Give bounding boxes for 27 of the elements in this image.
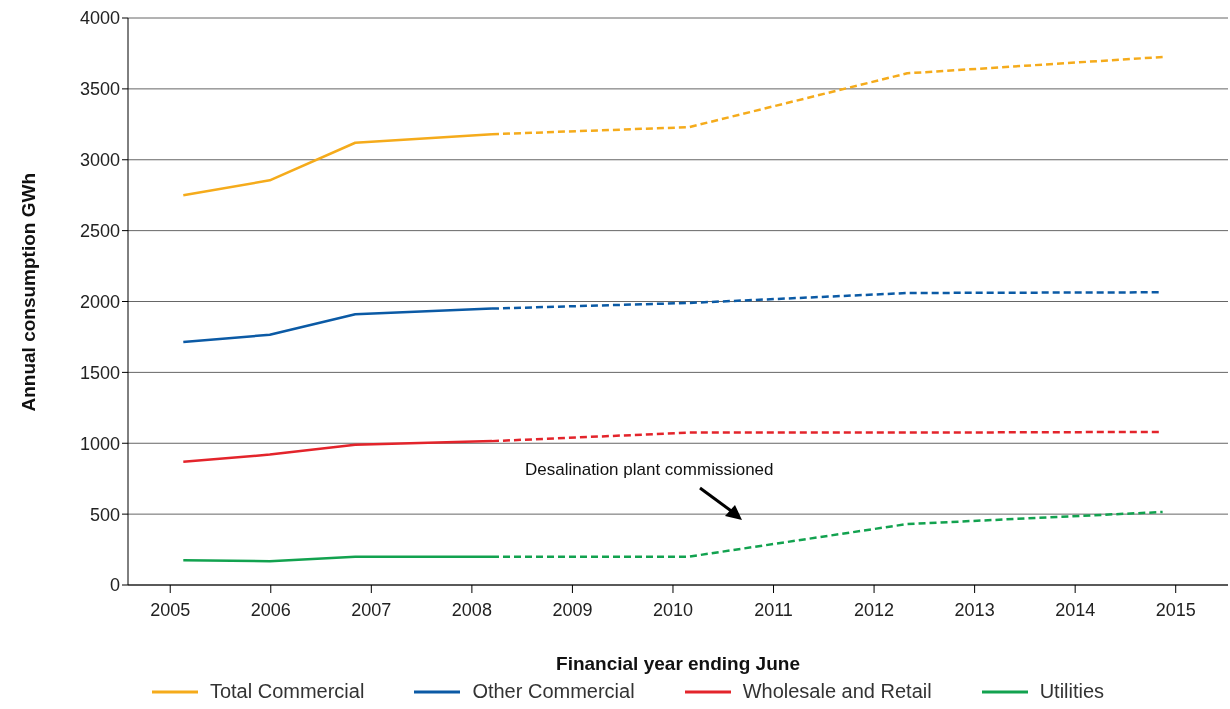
x-tick-label: 2014 xyxy=(1055,599,1096,620)
x-tick-label: 2007 xyxy=(351,599,392,620)
y-tick-label: 2500 xyxy=(79,221,120,242)
y-tick-label: 1500 xyxy=(79,362,120,383)
y-tick-label: 3500 xyxy=(79,79,120,100)
x-tick-label: 2011 xyxy=(754,599,793,620)
x-tick-label: 2008 xyxy=(451,599,492,620)
x-tick-label: 2010 xyxy=(652,599,693,620)
legend-label: Wholesale and Retail xyxy=(742,680,932,703)
x-tick-label: 2009 xyxy=(552,599,593,620)
x-axis-title: Financial year ending June xyxy=(556,653,800,674)
y-tick-label: 0 xyxy=(109,575,120,596)
annotation: Desalination plant commissioned xyxy=(525,460,774,480)
x-tick-label: 2013 xyxy=(954,599,995,620)
x-tick-label: 2005 xyxy=(150,599,191,620)
y-axis-title: Annual consumption GWh xyxy=(17,172,39,412)
legend-label: Total Commercial xyxy=(209,680,365,703)
legend-label: Utilities xyxy=(1039,680,1105,703)
x-tick-label: 2015 xyxy=(1155,599,1196,620)
y-tick-label: 3000 xyxy=(79,150,120,171)
y-tick-label: 4000 xyxy=(79,8,120,29)
x-tick-label: 2012 xyxy=(854,599,895,620)
legend-label: Other Commercial xyxy=(472,680,635,703)
y-tick-label: 500 xyxy=(89,504,120,525)
y-tick-label: 1000 xyxy=(79,433,120,454)
x-tick-label: 2006 xyxy=(250,599,291,620)
y-tick-label: 2000 xyxy=(79,291,120,312)
